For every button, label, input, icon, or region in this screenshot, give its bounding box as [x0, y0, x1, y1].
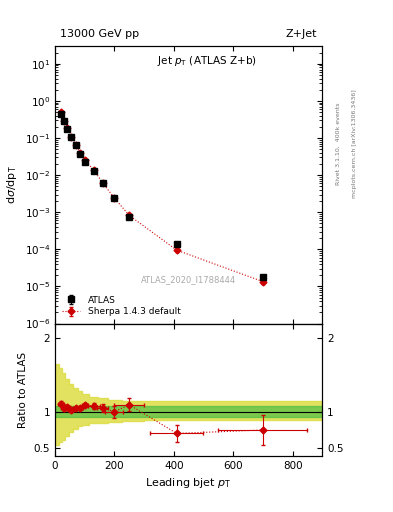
Text: mcplots.cern.ch [arXiv:1306.3436]: mcplots.cern.ch [arXiv:1306.3436]	[352, 89, 357, 198]
Text: 13000 GeV pp: 13000 GeV pp	[61, 29, 140, 39]
Y-axis label: d$\sigma$/dp$_\mathrm{T}$: d$\sigma$/dp$_\mathrm{T}$	[5, 165, 19, 204]
Text: Jet $p_\mathrm{T}$ (ATLAS Z+b): Jet $p_\mathrm{T}$ (ATLAS Z+b)	[158, 54, 257, 69]
Y-axis label: Ratio to ATLAS: Ratio to ATLAS	[18, 352, 28, 428]
Text: Z+Jet: Z+Jet	[285, 29, 317, 39]
Text: Rivet 3.1.10,  400k events: Rivet 3.1.10, 400k events	[336, 102, 341, 185]
Legend: ATLAS, Sherpa 1.4.3 default: ATLAS, Sherpa 1.4.3 default	[59, 293, 183, 319]
Text: ATLAS_2020_I1788444: ATLAS_2020_I1788444	[141, 274, 236, 284]
X-axis label: Leading bjet $p_\mathrm{T}$: Leading bjet $p_\mathrm{T}$	[145, 476, 232, 490]
